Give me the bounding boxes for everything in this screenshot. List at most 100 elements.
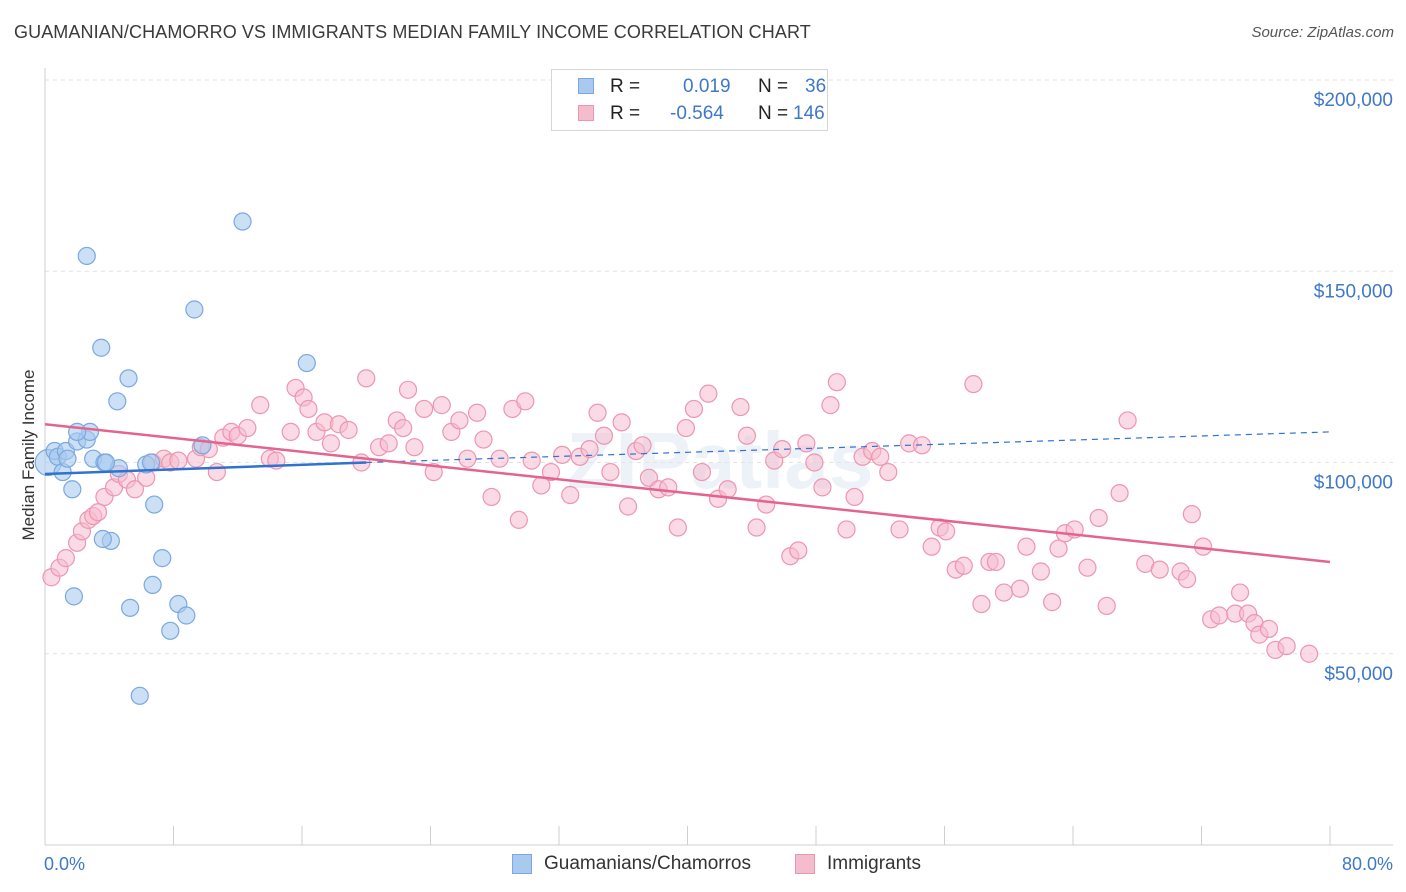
guamanian-point — [121, 598, 140, 617]
immigrants-point — [618, 497, 638, 516]
immigrants-point — [281, 422, 300, 441]
immigrants-point — [394, 418, 413, 438]
immigrants-point — [238, 418, 257, 438]
immigrants-point — [805, 453, 824, 472]
immigrants-point — [827, 373, 846, 392]
immigrants-point — [633, 436, 652, 455]
immigrants-point — [612, 413, 631, 432]
guamanian-point — [153, 549, 172, 568]
immigrants-point — [432, 396, 451, 415]
immigrants-point — [797, 434, 816, 453]
stats-legend: R = 0.019 N = 36 R = -0.564 N = 146 — [551, 69, 828, 131]
immigrants-point — [692, 462, 712, 482]
immigrants-point — [986, 552, 1006, 572]
immigrants-point — [398, 380, 418, 399]
immigrants-point — [1031, 562, 1050, 581]
guamanian-point — [93, 529, 112, 549]
n-label: N = — [758, 103, 789, 124]
immigrants-point — [737, 426, 757, 445]
immigrants-point — [56, 549, 75, 568]
immigrants-point — [561, 485, 580, 505]
immigrants-points — [42, 369, 1319, 663]
y-tick-labels: $50,000 $100,000 $150,000 $200,000 — [1314, 90, 1393, 685]
immigrants-point — [718, 480, 737, 499]
guamanian-point — [64, 587, 84, 606]
guamanian-point — [185, 300, 204, 319]
r-value: -0.564 — [670, 103, 724, 124]
x-tick-label-max: 80.0% — [1342, 854, 1393, 874]
immigrants-point — [757, 495, 776, 514]
immigrants-point — [251, 396, 270, 415]
immigrants-point — [467, 403, 487, 422]
immigrants-point — [458, 449, 477, 468]
immigrants-point — [871, 447, 890, 466]
immigrants-point — [1277, 636, 1296, 656]
immigrants-point — [357, 369, 376, 388]
immigrants-point — [659, 478, 678, 497]
immigrants-point — [821, 396, 840, 415]
guamanian-points — [34, 212, 316, 705]
immigrants-point — [1177, 570, 1197, 589]
guamanian-point — [145, 495, 164, 514]
guamanian-point — [119, 369, 138, 388]
guamanian-point — [96, 453, 116, 472]
n-value: 36 — [805, 76, 827, 97]
guamanian-trend-line — [44, 461, 367, 476]
immigrants-point — [522, 451, 541, 470]
immigrants-point — [1230, 583, 1250, 602]
immigrants-point — [1210, 606, 1229, 625]
guamanian-point — [161, 621, 180, 640]
pink-swatch — [578, 105, 594, 121]
immigrants-point — [207, 462, 226, 482]
guamanian-point — [233, 212, 252, 231]
immigrants-point — [890, 520, 909, 539]
immigrants-point — [668, 518, 687, 537]
immigrants-point — [789, 541, 808, 560]
immigrants-point — [379, 434, 398, 453]
y-tick-label: $100,000 — [1314, 473, 1393, 494]
immigrants-point — [1150, 560, 1169, 579]
immigrants-point — [912, 436, 932, 455]
immigrants-point — [516, 392, 535, 411]
n-label: N = — [758, 76, 789, 97]
immigrants-point — [964, 374, 983, 394]
immigrants-point — [424, 462, 443, 482]
immigrants-point — [1089, 508, 1108, 528]
guamanian-point — [63, 480, 82, 499]
grid-lines — [45, 79, 1393, 655]
immigrants-point — [699, 384, 718, 403]
immigrants-point — [1049, 539, 1068, 558]
immigrants-point — [1010, 579, 1030, 598]
immigrants-point — [509, 510, 528, 529]
guamanian-point — [177, 606, 196, 625]
immigrants-point — [994, 583, 1014, 602]
immigrants-point — [482, 487, 501, 507]
immigrants-point — [414, 399, 434, 419]
immigrants-point — [1259, 619, 1279, 638]
immigrants-point — [1017, 537, 1036, 556]
immigrants-point — [553, 445, 572, 464]
immigrants-point — [88, 503, 108, 522]
guamanian-point — [297, 353, 316, 373]
immigrants-point — [474, 430, 493, 449]
x-tick-label-min: 0.0% — [44, 854, 85, 874]
y-tick-label: $150,000 — [1314, 281, 1393, 302]
immigrants-trend-line — [44, 423, 1331, 564]
immigrants-point — [594, 426, 614, 445]
immigrants-point — [731, 397, 750, 417]
n-value: 146 — [793, 103, 825, 124]
y-tick-label: $50,000 — [1324, 664, 1393, 685]
immigrants-point — [580, 440, 599, 459]
guamanian-point — [77, 246, 96, 266]
immigrants-point — [922, 537, 941, 556]
immigrants-point — [747, 518, 766, 537]
immigrants-point — [845, 487, 864, 507]
r-value: 0.019 — [683, 76, 731, 97]
immigrants-point — [1097, 596, 1116, 616]
pink-swatch — [795, 854, 815, 874]
immigrants-point — [937, 522, 956, 541]
immigrants-point — [405, 438, 424, 457]
guamanian-point — [58, 449, 77, 468]
immigrants-point — [837, 520, 856, 539]
